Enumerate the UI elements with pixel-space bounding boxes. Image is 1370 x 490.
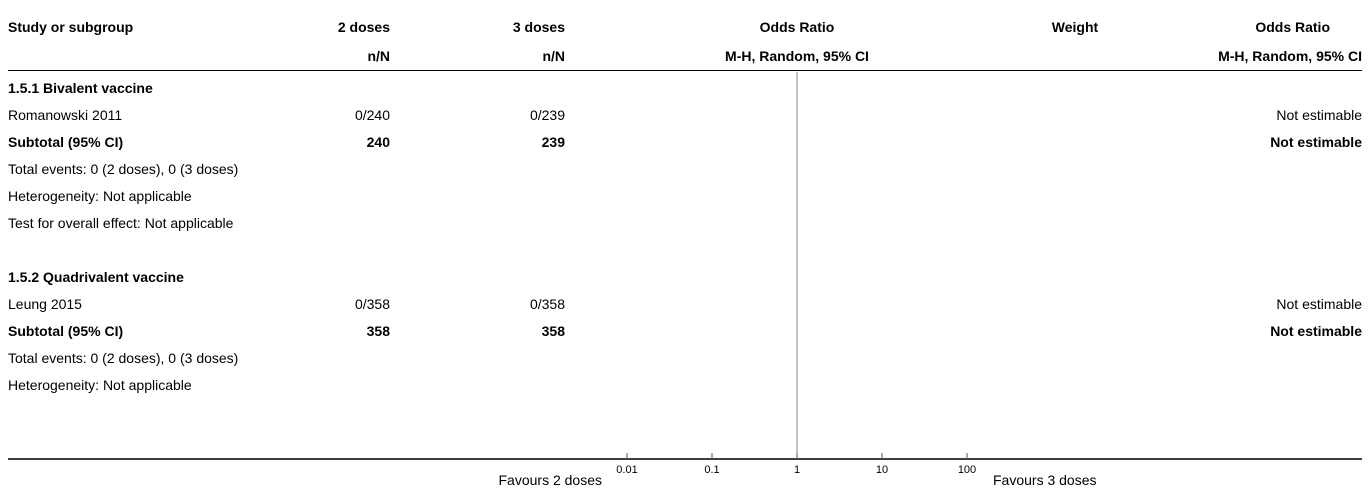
note-text: Heterogeneity: Not applicable — [8, 377, 192, 393]
header-effect-title2: Odds Ratio — [1255, 19, 1330, 35]
study-name: Leung 2015 — [8, 296, 82, 312]
group2-value: 239 — [541, 134, 565, 150]
subtotal-label: Subtotal (95% CI) — [8, 323, 124, 339]
group1-value: 0/358 — [354, 296, 390, 312]
group2-value: 0/239 — [529, 107, 565, 123]
axis-tick-label: 1 — [793, 464, 801, 476]
effect-estimate: Not estimable — [1270, 134, 1362, 150]
header-group1-sub: n/N — [367, 48, 390, 64]
subtotal-label: Subtotal (95% CI) — [8, 134, 124, 150]
axis-tick-label: 100 — [957, 464, 977, 476]
group2-value: 358 — [541, 323, 565, 339]
note-text: Total events: 0 (2 doses), 0 (3 doses) — [8, 350, 239, 366]
subgroup-heading: 1.5.2 Quadrivalent vaccine — [8, 269, 184, 285]
note-text: Test for overall effect: Not applicable — [8, 215, 234, 231]
header-group2: 3 doses — [512, 19, 565, 35]
header-study: Study or subgroup — [8, 19, 134, 35]
header-effect-sub: M-H, Random, 95% CI — [725, 48, 869, 64]
axis-tick-label: 0.01 — [616, 464, 638, 476]
header-rule — [8, 70, 1362, 71]
favours-left-label: Favours 2 doses — [498, 472, 603, 488]
header-effect-sub2: M-H, Random, 95% CI — [1218, 48, 1362, 64]
effect-estimate: Not estimable — [1270, 323, 1362, 339]
header-group1: 2 doses — [337, 19, 390, 35]
header-effect-title: Odds Ratio — [759, 19, 835, 35]
group1-value: 240 — [366, 134, 390, 150]
subgroup-heading: 1.5.1 Bivalent vaccine — [8, 80, 153, 96]
axis-tick-label: 0.1 — [704, 464, 720, 476]
effect-estimate: Not estimable — [1276, 296, 1362, 312]
header-group2-sub: n/N — [542, 48, 565, 64]
study-name: Romanowski 2011 — [8, 107, 123, 123]
header-weight: Weight — [1051, 19, 1099, 35]
group2-value: 0/358 — [529, 296, 565, 312]
favours-right-label: Favours 3 doses — [993, 472, 1097, 488]
group1-value: 358 — [366, 323, 390, 339]
note-text: Total events: 0 (2 doses), 0 (3 doses) — [8, 161, 239, 177]
axis-tick-label: 10 — [875, 464, 889, 476]
group1-value: 0/240 — [354, 107, 390, 123]
note-text: Heterogeneity: Not applicable — [8, 188, 192, 204]
effect-estimate: Not estimable — [1276, 107, 1362, 123]
